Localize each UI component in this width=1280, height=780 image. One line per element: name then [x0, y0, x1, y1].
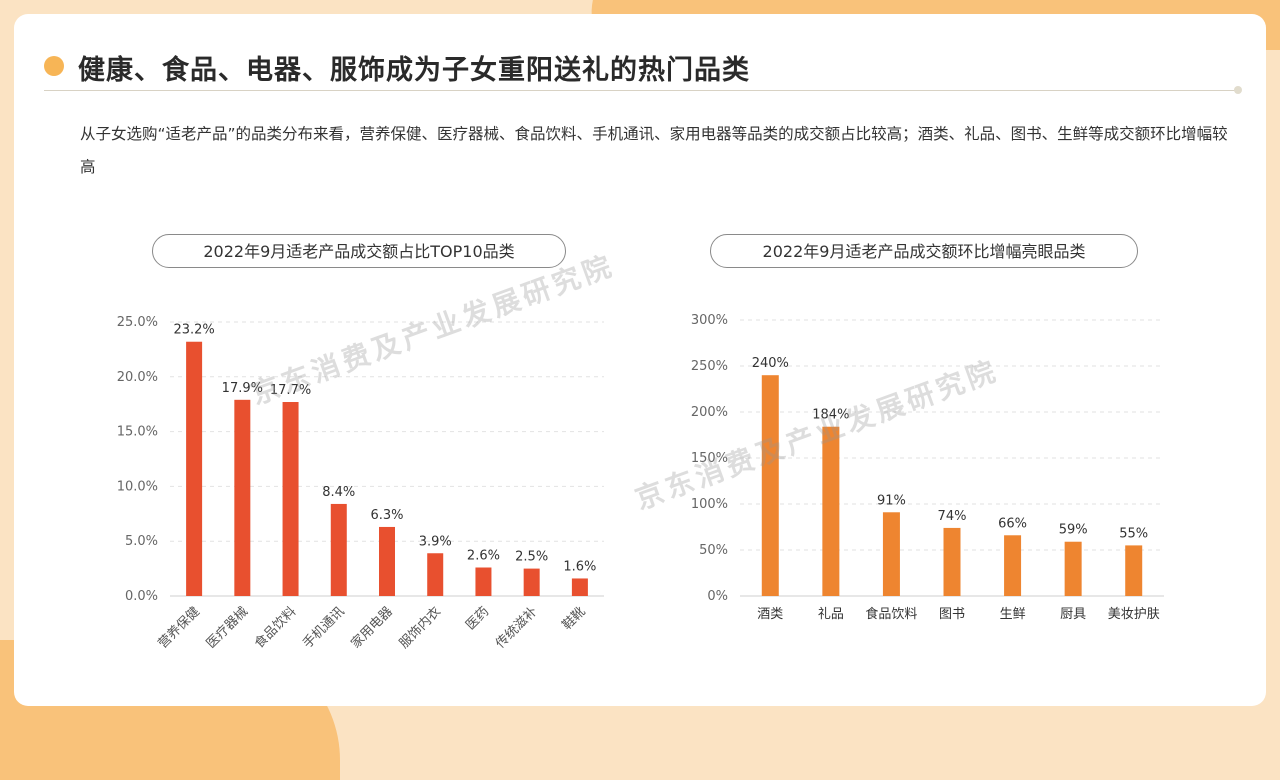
data-label: 91%	[877, 493, 906, 508]
bar	[427, 553, 444, 596]
category-label: 医疗器械	[204, 604, 251, 651]
category-label: 酒类	[757, 607, 783, 622]
category-label: 食品饮料	[251, 604, 299, 652]
bar	[475, 567, 492, 596]
y-tick-label: 200%	[691, 405, 728, 420]
bar	[1125, 545, 1143, 596]
category-label: 医药	[463, 604, 492, 633]
data-label: 6.3%	[370, 508, 403, 523]
y-tick-label: 20.0%	[117, 370, 158, 385]
y-tick-label: 15.0%	[117, 425, 158, 440]
left-bar-chart: 0.0% 5.0% 10.0% 15.0% 20.0% 25.0% 23.2% 营养保健 17.…	[117, 315, 604, 652]
y-tick-label: 300%	[691, 313, 728, 328]
data-label: 55%	[1119, 526, 1148, 541]
y-tick-label: 50%	[699, 543, 728, 558]
category-label: 礼品	[818, 606, 844, 622]
data-label: 17.7%	[270, 383, 311, 398]
category-label: 图书	[939, 607, 965, 622]
category-label: 生鲜	[1000, 607, 1026, 622]
bar	[822, 426, 840, 596]
bar	[234, 399, 251, 596]
right-chart-title: 2022年9月适老产品成交额环比增幅亮眼品类	[710, 234, 1138, 268]
bar	[186, 341, 203, 596]
bar	[1004, 535, 1022, 596]
data-label: 184%	[812, 408, 849, 423]
title-divider	[44, 90, 1236, 91]
data-label: 66%	[998, 516, 1027, 531]
category-label: 服饰内衣	[396, 604, 444, 652]
title-bullet-icon	[44, 56, 64, 76]
category-label: 手机通讯	[300, 604, 347, 651]
bar	[943, 527, 961, 596]
category-label: 美妆护肤	[1108, 607, 1160, 622]
y-tick-label: 0.0%	[125, 589, 158, 604]
bar	[882, 512, 900, 596]
data-label: 1.6%	[563, 559, 596, 574]
bar	[379, 526, 395, 596]
bar	[330, 503, 347, 596]
bar	[761, 375, 779, 596]
y-tick-label: 100%	[691, 497, 728, 512]
y-tick-label: 250%	[691, 359, 728, 374]
bar	[571, 578, 588, 596]
data-label: 8.4%	[322, 485, 355, 500]
bar	[1064, 541, 1082, 596]
category-label: 鞋靴	[559, 604, 589, 634]
data-label: 3.9%	[419, 534, 452, 549]
data-label: 59%	[1059, 523, 1088, 538]
y-tick-label: 5.0%	[125, 534, 158, 549]
data-label: 23.2%	[173, 323, 214, 338]
y-tick-label: 25.0%	[117, 315, 158, 330]
left-chart-title: 2022年9月适老产品成交额占比TOP10品类	[152, 234, 566, 268]
slide-card: 健康、食品、电器、服饰成为子女重阳送礼的热门品类 从子女选购“适老产品”的品类分…	[14, 14, 1266, 706]
page-title: 健康、食品、电器、服饰成为子女重阳送礼的热门品类	[78, 55, 750, 86]
category-label: 家用电器	[348, 604, 396, 652]
bar	[523, 568, 540, 596]
data-label: 74%	[938, 509, 967, 524]
y-tick-label: 10.0%	[117, 479, 158, 494]
data-label: 240%	[752, 356, 789, 371]
description-text: 从子女选购“适老产品”的品类分布来看，营养保健、医疗器械、食品饮料、手机通讯、家…	[80, 125, 1228, 176]
category-label: 传统滋补	[493, 604, 540, 651]
y-tick-label: 0%	[707, 589, 728, 604]
y-tick-label: 150%	[691, 451, 728, 466]
category-label: 营养保健	[155, 604, 203, 652]
right-bar-chart: 0% 50% 100% 150% 200% 250% 300% 240% 酒类 184% 礼品 91%…	[691, 313, 1164, 622]
data-label: 2.5%	[515, 550, 548, 565]
data-label: 2.6%	[467, 549, 500, 564]
category-label: 食品饮料	[865, 606, 917, 622]
bar	[282, 402, 299, 596]
divider-end-dot	[1234, 86, 1242, 94]
data-label: 17.9%	[222, 381, 263, 396]
category-label: 厨具	[1060, 607, 1086, 622]
